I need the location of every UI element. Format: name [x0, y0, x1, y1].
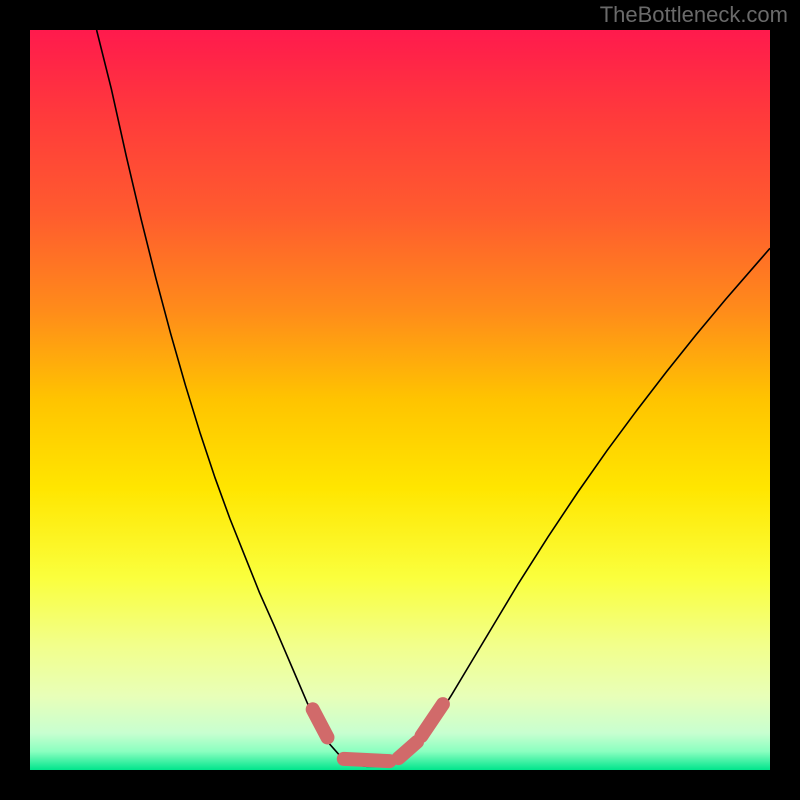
plot-area: [30, 30, 770, 770]
chart-svg: [30, 30, 770, 770]
watermark-text: TheBottleneck.com: [600, 2, 788, 28]
highlight-mark: [344, 759, 390, 761]
chart-background: [30, 30, 770, 770]
chart-frame: TheBottleneck.com: [0, 0, 800, 800]
